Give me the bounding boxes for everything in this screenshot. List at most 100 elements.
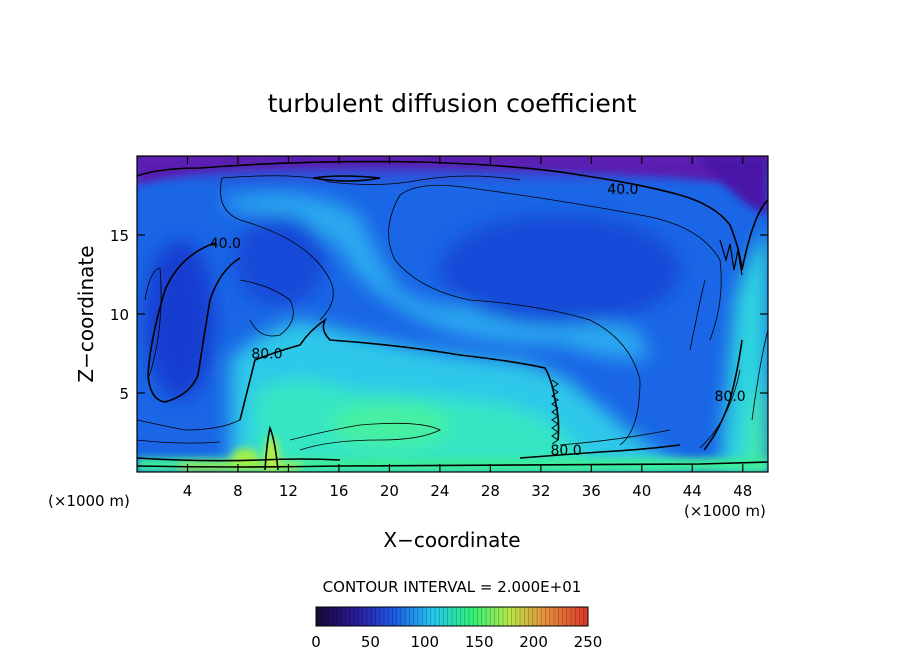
x-tick-label: 36 <box>582 482 601 500</box>
colorbar-tick-label: 0 <box>311 633 321 651</box>
colorbar-swatch <box>452 607 457 626</box>
colorbar-swatch <box>320 607 325 626</box>
colorbar-swatch <box>554 607 559 626</box>
colorbar-swatch <box>333 607 338 626</box>
colorbar-swatch <box>511 607 517 626</box>
colorbar-swatch <box>494 607 500 626</box>
colorbar-tick-label: 250 <box>574 633 603 651</box>
colorbar-swatch <box>341 607 347 626</box>
colorbar-swatch <box>401 607 406 626</box>
colorbar-swatch <box>447 607 453 626</box>
x-tick-label: 40 <box>632 482 651 500</box>
colorbar-swatch <box>422 607 427 626</box>
colorbar-swatch <box>486 607 491 626</box>
colorbar-swatch <box>579 607 585 626</box>
colorbar-swatch <box>469 607 474 626</box>
colorbar-swatch <box>490 607 495 626</box>
heatmap-field <box>137 156 768 472</box>
contour-label: 40.0 <box>210 236 241 252</box>
colorbar-swatch <box>388 607 393 626</box>
colorbar-swatch <box>464 607 470 626</box>
colorbar-swatch <box>426 607 432 626</box>
colorbar-ticks: 0 50 100 150 200 250 <box>311 633 602 651</box>
colorbar-swatch <box>562 607 568 626</box>
colorbar-swatch <box>443 607 449 626</box>
colorbar-swatch <box>583 607 589 626</box>
x-axis-title: X−coordinate <box>383 528 520 552</box>
colorbar-swatch <box>537 607 542 626</box>
colorbar-swatch <box>392 607 398 626</box>
colorbar-swatch <box>439 607 444 626</box>
y-axis-title: Z−coordinate <box>74 245 98 382</box>
colorbar-swatch <box>435 607 440 626</box>
colorbar-swatch <box>413 607 419 626</box>
colorbar-swatch <box>473 607 478 626</box>
colorbar-swatch <box>456 607 461 626</box>
colorbar-swatch <box>520 607 525 626</box>
colorbar-swatch <box>524 607 529 626</box>
colorbar-swatch <box>367 607 372 626</box>
y-tick-label: 10 <box>110 306 129 324</box>
colorbar-swatch <box>477 607 483 626</box>
contour-label: 80.0 <box>715 389 746 405</box>
colorbar-swatch <box>316 607 321 626</box>
x-tick-label: 32 <box>531 482 550 500</box>
colorbar-swatch <box>350 607 355 626</box>
colorbar-swatch <box>371 607 376 626</box>
colorbar-swatch <box>328 607 334 626</box>
colorbar-swatch <box>532 607 538 626</box>
colorbar-swatch <box>384 607 389 626</box>
y-tick-label: 15 <box>110 227 129 245</box>
x-tick-label: 24 <box>430 482 449 500</box>
colorbar-swatch <box>507 607 512 626</box>
x-tick-label: 12 <box>279 482 298 500</box>
colorbar-swatch <box>515 607 521 626</box>
colorbar-swatch <box>503 607 508 626</box>
x-tick-label: 4 <box>183 482 193 500</box>
y-axis: 5 10 15 <box>110 227 768 403</box>
colorbar-tick-label: 50 <box>361 633 380 651</box>
colorbar-swatch <box>481 607 487 626</box>
colorbar-tick-label: 200 <box>519 633 548 651</box>
colorbar-swatch <box>566 607 572 626</box>
x-tick-label: 8 <box>233 482 243 500</box>
x-tick-label: 44 <box>683 482 702 500</box>
y-tick-label: 5 <box>119 385 129 403</box>
colorbar-swatch <box>528 607 534 626</box>
colorbar-tick-label: 150 <box>465 633 494 651</box>
colorbar-swatch <box>375 607 381 626</box>
colorbar-swatch <box>396 607 402 626</box>
colorbar-swatch <box>324 607 330 626</box>
colorbar-swatch <box>460 607 466 626</box>
colorbar-swatch <box>541 607 546 626</box>
contour-labels: 40.0 40.0 80.0 80.0 80.0 <box>210 182 746 459</box>
colorbar-swatch <box>430 607 436 626</box>
colorbar-swatch <box>358 607 364 626</box>
colorbar-swatch <box>418 607 423 626</box>
colorbar-swatch <box>354 607 359 626</box>
colorbar <box>315 606 589 627</box>
contour-interval-text: CONTOUR INTERVAL = 2.000E+01 <box>323 578 582 596</box>
contour-label: 40.0 <box>607 182 638 198</box>
x-unit-label: (×1000 m) <box>684 502 766 520</box>
colorbar-swatch <box>549 607 555 626</box>
x-tick-label: 16 <box>329 482 348 500</box>
chart-title: turbulent diffusion coefficient <box>268 89 637 118</box>
x-origin-unit-label: (×1000 m) <box>48 492 130 510</box>
colorbar-swatch <box>405 607 410 626</box>
colorbar-tick-label: 100 <box>410 633 439 651</box>
colorbar-swatch <box>571 607 576 626</box>
x-tick-label: 28 <box>481 482 500 500</box>
colorbar-swatch <box>409 607 415 626</box>
x-axis: 4 8 12 16 20 24 28 32 36 40 44 48 <box>183 156 752 500</box>
colorbar-swatch <box>362 607 368 626</box>
colorbar-swatch <box>345 607 351 626</box>
colorbar-swatch <box>545 607 551 626</box>
contour-label: 80.0 <box>251 347 282 363</box>
colorbar-swatch <box>558 607 563 626</box>
colorbar-swatch <box>379 607 385 626</box>
colorbar-frame <box>315 606 589 627</box>
contour-label: 80.0 <box>550 443 581 459</box>
colorbar-swatch <box>575 607 580 626</box>
